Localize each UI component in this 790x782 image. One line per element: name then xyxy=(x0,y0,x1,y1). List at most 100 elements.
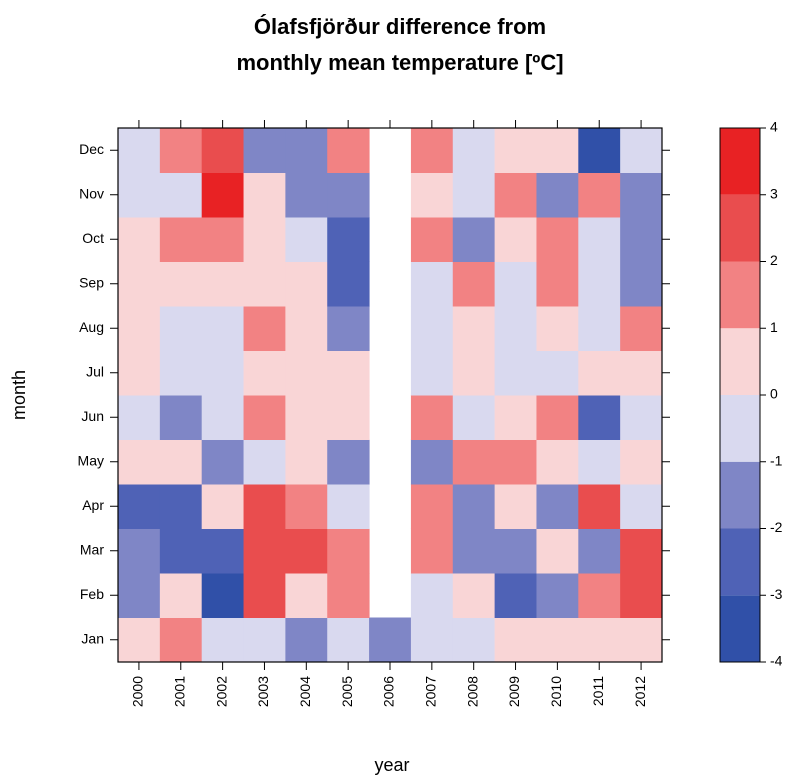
x-axis-label: year xyxy=(374,755,409,775)
heatmap-cell xyxy=(118,395,161,440)
heatmap-cell xyxy=(410,306,454,351)
heatmap-cell xyxy=(118,350,161,396)
heatmap-cell xyxy=(494,573,537,618)
heatmap-cell xyxy=(327,350,370,396)
colorbar-swatch xyxy=(720,261,760,329)
colorbar-swatch xyxy=(720,194,760,262)
heatmap-cell xyxy=(118,217,161,262)
heatmap-cell xyxy=(452,306,496,351)
heatmap-cell xyxy=(201,395,245,440)
x-tick-label: 2005 xyxy=(339,676,355,707)
heatmap-cell xyxy=(536,306,579,351)
heatmap-cell xyxy=(578,395,621,440)
heatmap-cell xyxy=(620,617,663,663)
colorbar-swatch xyxy=(720,328,760,395)
heatmap-cell xyxy=(118,528,161,574)
heatmap-cell xyxy=(327,573,370,618)
heatmap-cell xyxy=(285,261,328,307)
chart-title: monthly mean temperature [ºC] xyxy=(236,50,563,75)
heatmap-cell xyxy=(159,128,203,173)
heatmap-cell xyxy=(536,484,579,529)
heatmap-cell xyxy=(118,261,161,307)
heatmap-cell xyxy=(327,528,370,574)
heatmap-cell xyxy=(285,617,328,663)
heatmap-cell xyxy=(452,573,496,618)
x-tick-label: 2003 xyxy=(255,676,271,707)
heatmap-cell xyxy=(452,217,496,262)
heatmap-cell xyxy=(159,261,203,307)
heatmap-cell xyxy=(201,306,245,351)
heatmap-cell xyxy=(285,528,328,574)
colorbar-tick-label: -2 xyxy=(770,519,783,535)
heatmap-cell xyxy=(536,172,579,218)
heatmap-cell xyxy=(620,484,663,529)
heatmap-cell xyxy=(118,128,161,173)
heatmap-cell xyxy=(118,617,161,663)
x-tick-label: 2009 xyxy=(506,676,522,707)
heatmap-cell xyxy=(578,350,621,396)
y-tick-label: Feb xyxy=(80,586,104,602)
heatmap-cell xyxy=(201,528,245,574)
heatmap-cell xyxy=(452,128,496,173)
heatmap-cell xyxy=(620,395,663,440)
heatmap-cell xyxy=(285,573,328,618)
heatmap-cell xyxy=(410,439,454,485)
heatmap-cell xyxy=(285,350,328,396)
x-tick-label: 2012 xyxy=(632,676,648,707)
heatmap-cell xyxy=(494,350,537,396)
colorbar-tick-label: 4 xyxy=(770,119,778,135)
x-tick-label: 2006 xyxy=(381,676,397,707)
heatmap-cell xyxy=(243,528,286,574)
heatmap-cell xyxy=(118,306,161,351)
heatmap-cell xyxy=(536,439,579,485)
y-tick-label: Jun xyxy=(81,408,104,424)
chart-title: Ólafsfjörður difference from xyxy=(254,14,546,39)
heatmap-cell xyxy=(536,128,579,173)
heatmap-cell xyxy=(494,306,537,351)
heatmap-cell xyxy=(243,573,286,618)
heatmap-cell xyxy=(410,217,454,262)
heatmap-cell xyxy=(243,261,286,307)
heatmap-cell xyxy=(327,261,370,307)
heatmap-cell xyxy=(620,528,663,574)
heatmap-cell xyxy=(410,350,454,396)
heatmap-cell xyxy=(620,217,663,262)
heatmap-cell xyxy=(327,217,370,262)
heatmap-cell xyxy=(159,617,203,663)
heatmap-cell xyxy=(201,439,245,485)
heatmap-cell xyxy=(452,261,496,307)
heatmap-cell xyxy=(620,350,663,396)
heatmap-cell xyxy=(620,261,663,307)
heatmap-cell xyxy=(620,573,663,618)
heatmap-cell xyxy=(201,172,245,218)
colorbar-swatch xyxy=(720,395,760,462)
heatmap-cell xyxy=(452,172,496,218)
x-tick-label: 2001 xyxy=(171,676,187,707)
colorbar-swatch xyxy=(720,595,760,662)
heatmap-cell xyxy=(243,395,286,440)
heatmap-cell xyxy=(159,306,203,351)
heatmap-cell xyxy=(536,395,579,440)
heatmap-cell xyxy=(410,528,454,574)
heatmap-cell xyxy=(327,484,370,529)
heatmap-cell xyxy=(201,350,245,396)
heatmap-cell xyxy=(201,128,245,173)
heatmap-cell xyxy=(159,528,203,574)
heatmap-cell xyxy=(159,573,203,618)
heatmap-cell xyxy=(494,528,537,574)
heatmap-cell xyxy=(536,573,579,618)
heatmap-cell xyxy=(578,439,621,485)
heatmap-cell xyxy=(578,172,621,218)
heatmap-cell xyxy=(494,484,537,529)
heatmap-cell xyxy=(452,350,496,396)
heatmap-cell xyxy=(285,395,328,440)
heatmap-cell xyxy=(620,128,663,173)
heatmap-cell xyxy=(452,484,496,529)
heatmap-cell xyxy=(285,172,328,218)
x-tick-label: 2007 xyxy=(423,676,439,707)
heatmap-cell xyxy=(410,261,454,307)
heatmap-cell xyxy=(410,573,454,618)
heatmap-cell xyxy=(410,484,454,529)
heatmap-cell xyxy=(327,395,370,440)
heatmap-cell xyxy=(620,306,663,351)
